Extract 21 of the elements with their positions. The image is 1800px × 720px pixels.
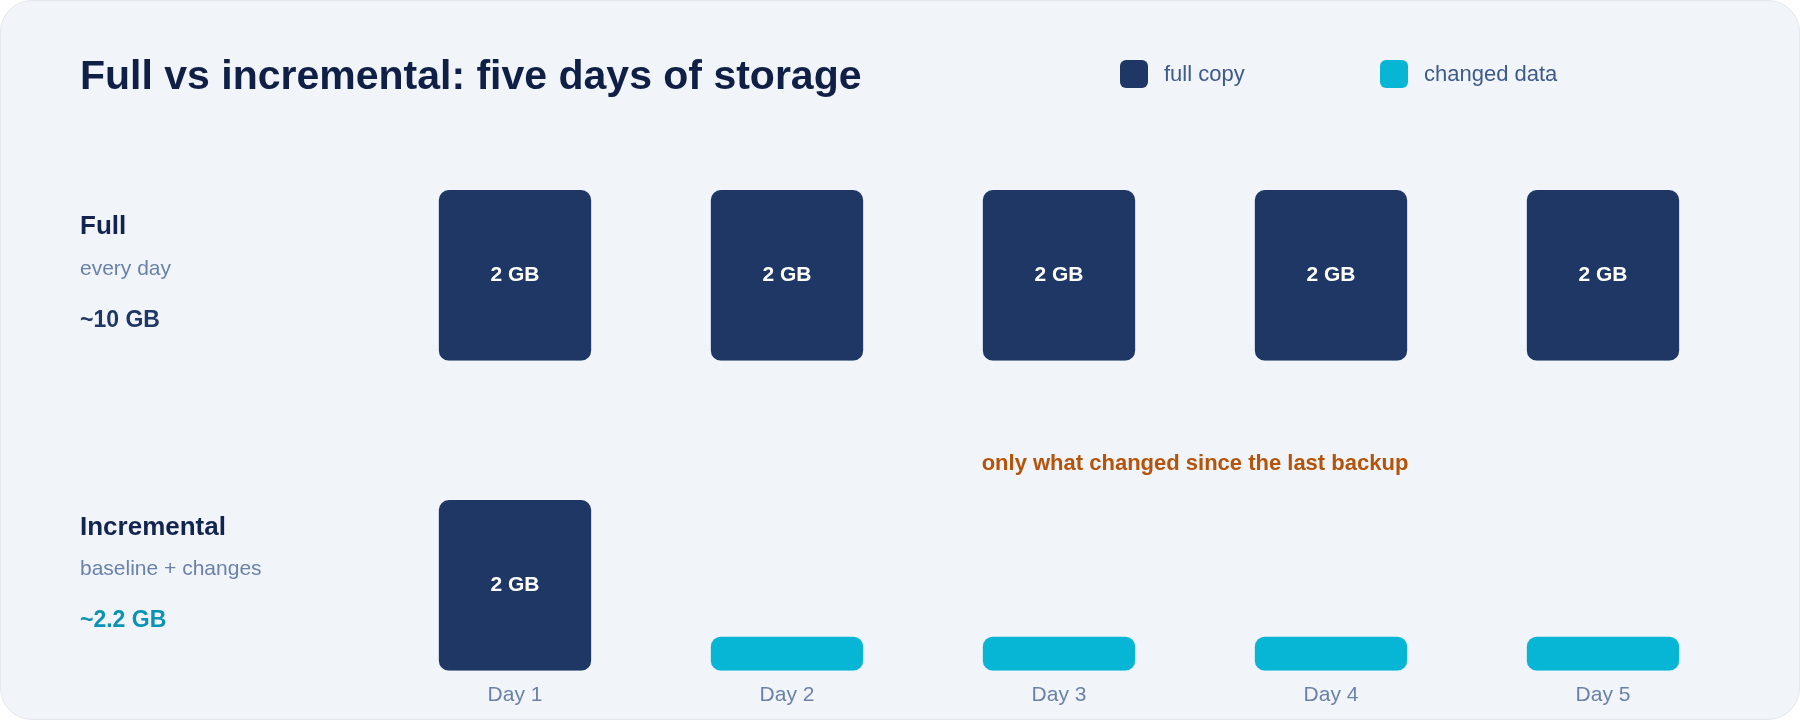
x-tick-label: Day 4	[1303, 682, 1359, 706]
text: baseline + changes	[80, 555, 262, 581]
data-label: 2 GB	[762, 262, 812, 286]
x-tick-label: Day 3	[1031, 682, 1087, 706]
y-axis-title: Incremental	[80, 510, 226, 542]
data-label: 2 GB	[1034, 262, 1084, 286]
data-label: 2 GB	[1578, 262, 1628, 286]
x-tick-label: Day 2	[759, 682, 815, 706]
data-label: 2 GB	[490, 572, 540, 596]
x-tick-label: Day 1	[487, 682, 543, 706]
data-label: 2 GB	[1306, 262, 1356, 286]
legend-label: changed data	[1424, 61, 1558, 87]
legend-label: full copy	[1164, 61, 1245, 87]
data-label: 2 GB	[490, 262, 540, 286]
text: ~2.2 GB	[80, 605, 167, 634]
text: every day	[80, 255, 172, 281]
text: ~10 GB	[80, 305, 160, 334]
x-tick-label: Day 5	[1575, 682, 1631, 706]
text: only what changed since the last backup	[980, 449, 1410, 477]
y-axis-title: Full	[80, 209, 127, 241]
chart-title: Full vs incremental: five days of storage	[80, 52, 862, 98]
